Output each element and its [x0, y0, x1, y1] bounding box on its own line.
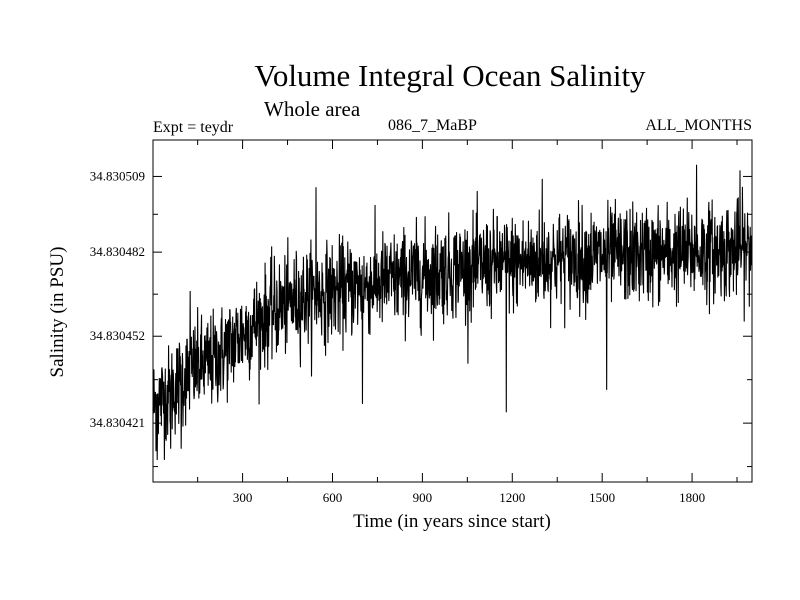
y-tick-label: 34.830509: [90, 168, 145, 183]
chart-subtitle: Whole area: [264, 97, 361, 121]
series-layer: [152, 164, 753, 461]
y-tick-label: 34.830482: [90, 244, 145, 259]
y-tick-label: 34.830452: [90, 328, 145, 343]
chart-title: Volume Integral Ocean Salinity: [254, 58, 646, 93]
x-tick-label: 1500: [589, 490, 615, 505]
period-label: ALL_MONTHS: [645, 117, 752, 134]
axes: 300 600 900 1200 1500 1800 34.830421 34.830452 3…: [90, 140, 752, 505]
plot-frame: [152, 139, 753, 483]
x-tick-label: 1800: [679, 490, 705, 505]
x-tick-label: 300: [233, 490, 253, 505]
y-tick-label: 34.830421: [90, 415, 145, 430]
x-tick-label: 900: [413, 490, 433, 505]
experiment-label: Expt = teydr: [153, 119, 234, 136]
series-line: [152, 164, 753, 461]
x-tick-label: 1200: [499, 490, 525, 505]
x-tick-label: 600: [323, 490, 343, 505]
run-label: 086_7_MaBP: [388, 117, 477, 134]
x-axis-label: Time (in years since start): [353, 511, 551, 532]
